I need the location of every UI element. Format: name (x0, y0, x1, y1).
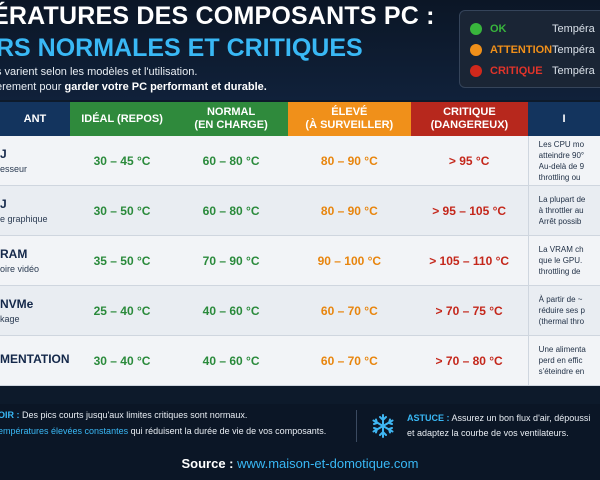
critique-dot-icon (470, 65, 482, 77)
note-line: perd en effic (538, 356, 583, 365)
notes-cell: À partir de ~ réduire ses p (thermal thr… (527, 285, 600, 336)
critique-value: > 95 °C (410, 136, 529, 186)
critique-value: > 105 – 110 °C (410, 235, 529, 286)
normal-value: 70 – 90 °C (174, 235, 289, 286)
note-line: Les CPU mo (538, 139, 585, 149)
eleve-value: 60 – 70 °C (288, 335, 411, 386)
note-line: à throttler au (538, 206, 584, 215)
source-credit: Source : www.maison-et-domotique.com (181, 456, 419, 471)
note-line: La plupart de (538, 195, 586, 204)
footer-note-line-1: OIR : Des pics courts jusqu'aux limites … (0, 410, 248, 420)
attention-dot-icon (470, 44, 482, 56)
ideal-value: 30 – 40 °C (69, 335, 175, 386)
notes-cell: Les CPU mo atteindre 90° Au-delà de 9 th… (527, 136, 600, 186)
eleve-value: 90 – 100 °C (288, 235, 411, 286)
table-header-row: ANT IDÉAL (REPOS) NORMAL (EN CHARGE) ÉLEV… (0, 102, 600, 136)
component-cell: NVMe kage (0, 285, 70, 336)
header-component: ANT (0, 102, 70, 136)
component-desc: e graphique (0, 214, 48, 224)
component-name: NVMe (0, 297, 34, 311)
component-cell: MENTATION (0, 335, 70, 386)
component-name: J (0, 197, 7, 211)
note-line: À partir de ~ (538, 295, 583, 304)
note-line: que le GPU. (538, 256, 583, 265)
legend-item-critique: CRITIQUE Tempéra (470, 63, 595, 79)
critique-value: > 70 – 75 °C (410, 285, 529, 336)
source-link[interactable]: www.maison-et-domotique.com (237, 456, 419, 471)
ok-dot-icon (470, 23, 482, 35)
note-line: throttling de (538, 267, 581, 276)
ideal-value: 35 – 50 °C (69, 235, 175, 286)
legend-box: OK Tempéra ATTENTION Tempéra CRITIQUE Te… (459, 10, 600, 88)
tip-line-2: et adaptez la courbe de vos ventilateurs… (407, 428, 569, 438)
ideal-value: 30 – 45 °C (69, 136, 175, 186)
table-row: RAM oire vidéo 35 – 50 °C 70 – 90 °C 90 –… (0, 235, 600, 286)
table-row: NVMe kage 25 – 40 °C 40 – 60 °C 60 – 70 °… (0, 285, 600, 336)
legend-label: ATTENTION (490, 44, 553, 56)
footer-panel (0, 404, 600, 480)
legend-desc: Tempéra (552, 44, 595, 56)
header-eleve: ÉLEVÉ (À SURVEILLER) (288, 102, 411, 136)
note-line: atteindre 90° (538, 150, 585, 160)
note-line: réduire ses p (538, 306, 585, 315)
subtitle-line-2: èrement pour garder votre PC performant … (0, 81, 267, 93)
legend-label: OK (490, 23, 507, 35)
header-ideal: IDÉAL (REPOS) (69, 102, 175, 136)
note-line: La VRAM ch (538, 245, 584, 254)
note-line: Une alimenta (538, 345, 586, 354)
legend-item-attention: ATTENTION Tempéra (470, 42, 595, 58)
component-name: RAM (0, 247, 28, 261)
note-line: s'éteindre en (538, 367, 585, 376)
page-title: ÉRATURES DES COMPOSANTS PC : (0, 2, 435, 30)
footer-divider (356, 410, 357, 442)
note-line: (thermal thro (538, 317, 585, 326)
ideal-value: 30 – 50 °C (69, 185, 175, 236)
legend-desc: Tempéra (552, 23, 595, 35)
critique-value: > 70 – 80 °C (410, 335, 529, 386)
notes-cell: Une alimenta perd en effic s'éteindre en (527, 335, 600, 386)
ideal-value: 25 – 40 °C (69, 285, 175, 336)
normal-value: 60 – 80 °C (174, 136, 289, 186)
component-desc: esseur (0, 164, 28, 174)
table-row: MENTATION 30 – 40 °C 40 – 60 °C 60 – 70 … (0, 335, 600, 386)
header-banner: ÉRATURES DES COMPOSANTS PC : RS NORMALES… (0, 0, 600, 100)
header-critique: CRITIQUE (DANGEREUX) (410, 102, 529, 136)
eleve-value: 60 – 70 °C (288, 285, 411, 336)
subtitle-line-1: s varient selon les modèles et l'utilisa… (0, 66, 198, 78)
component-cell: RAM oire vidéo (0, 235, 70, 286)
notes-cell: La VRAM ch que le GPU. throttling de (527, 235, 600, 286)
snowflake-icon (372, 414, 394, 438)
component-desc: kage (0, 314, 20, 324)
component-name: MENTATION (0, 352, 70, 366)
note-line: throttling ou (538, 172, 581, 182)
notes-cell: La plupart de à throttler au Arrêt possi… (527, 185, 600, 236)
page-title-highlight: RS NORMALES ET CRITIQUES (0, 34, 363, 62)
component-desc: oire vidéo (0, 264, 40, 274)
legend-desc: Tempéra (552, 65, 595, 77)
header-notes: I (528, 102, 600, 136)
normal-value: 60 – 80 °C (174, 185, 289, 236)
tip-line-1: ASTUCE : Assurez un bon flux d'air, dépo… (407, 413, 591, 423)
critique-value: > 95 – 105 °C (410, 185, 529, 236)
temperature-table: ANT IDÉAL (REPOS) NORMAL (EN CHARGE) ÉLEV… (0, 102, 600, 386)
header-normal: NORMAL (EN CHARGE) (174, 102, 289, 136)
legend-item-ok: OK Tempéra (470, 21, 595, 37)
normal-value: 40 – 60 °C (174, 285, 289, 336)
note-line: Arrêt possib (538, 217, 582, 226)
eleve-value: 80 – 90 °C (288, 185, 411, 236)
eleve-value: 80 – 90 °C (288, 136, 411, 186)
footer-note-line-2: empératures élevées constantes qui rédui… (0, 426, 327, 436)
note-line: Au-delà de 9 (538, 161, 585, 171)
legend-label: CRITIQUE (490, 65, 543, 77)
component-name: J (0, 147, 7, 161)
normal-value: 40 – 60 °C (174, 335, 289, 386)
